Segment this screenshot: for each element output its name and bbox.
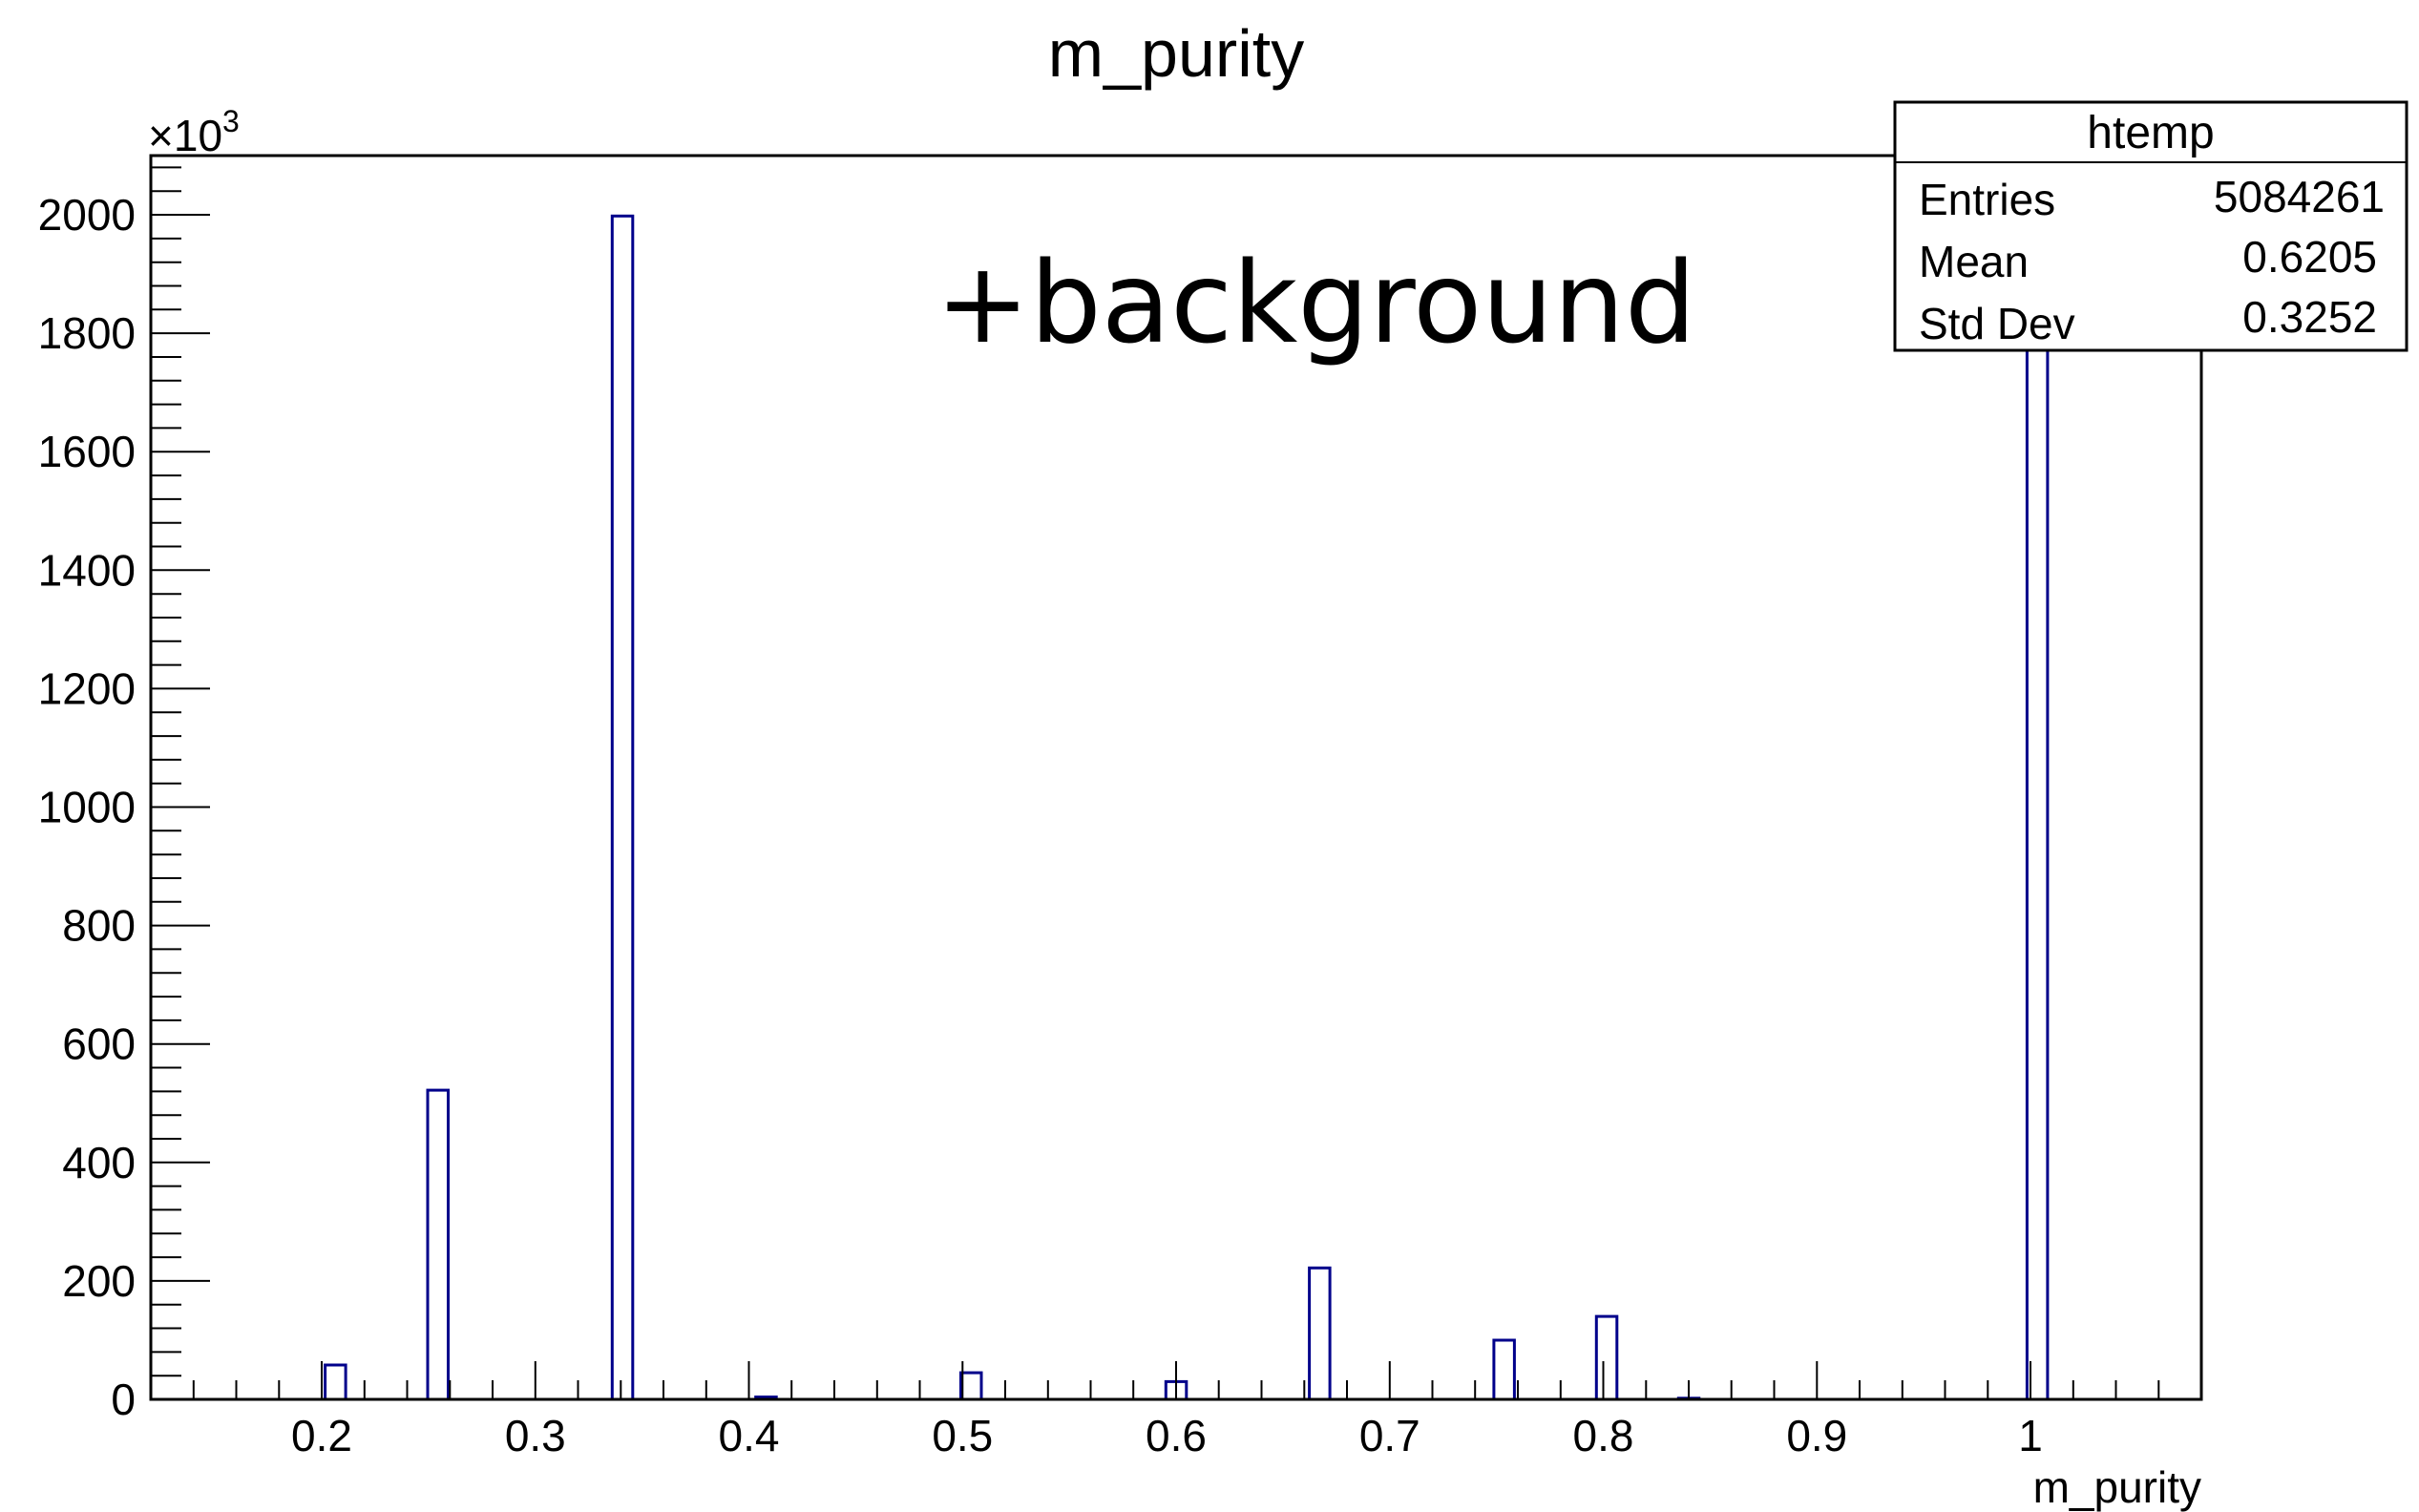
- stats-mean-value: 0.6205: [2242, 232, 2377, 282]
- x-tick-label: 0.3: [505, 1411, 566, 1460]
- chart-title: m_purity: [1048, 16, 1304, 91]
- y-axis-ticks: 0 200 400 600 800 1000 1200 1400 1600 1800 2000: [38, 166, 210, 1424]
- y-tick-label: 800: [62, 901, 136, 951]
- stats-entries-value: 5084261: [2214, 172, 2385, 221]
- y-axis-multiplier: ×103: [148, 104, 240, 160]
- y-tick-label: 2000: [38, 190, 136, 240]
- stats-box-title: htemp: [2087, 108, 2214, 158]
- stats-box-frame: [1893, 100, 2408, 352]
- y-tick-label: 400: [62, 1138, 136, 1187]
- stats-stddev-value: 0.3252: [2242, 292, 2377, 342]
- x-tick-label: 0.4: [719, 1411, 780, 1460]
- plot-frame: [149, 154, 2203, 1401]
- y-tick-label: 0: [111, 1375, 136, 1424]
- y-tick-label: 1600: [38, 427, 136, 476]
- y-tick-label: 200: [62, 1256, 136, 1306]
- x-tick-label: 1: [2018, 1411, 2043, 1460]
- x-axis-label: m_purity: [2033, 1462, 2201, 1512]
- background-annotation: +background: [936, 237, 1696, 368]
- x-tick-label: 0.8: [1573, 1411, 1634, 1460]
- y-tick-label: 1000: [38, 783, 136, 832]
- stats-box: htemp Entries 5084261 Mean 0.6205 Std De…: [1893, 100, 2408, 352]
- stats-entries-label: Entries: [1919, 175, 2055, 224]
- stats-mean-label: Mean: [1919, 237, 2029, 286]
- y-tick-label: 600: [62, 1019, 136, 1069]
- x-tick-label: 0.6: [1146, 1411, 1207, 1460]
- y-tick-label: 1800: [38, 308, 136, 358]
- x-axis-ticks: 0.2 0.3 0.4 0.5 0.6 0.7 0.8 0.9 1: [150, 1361, 2202, 1460]
- y-tick-label: 1200: [38, 663, 136, 713]
- x-tick-label: 0.2: [291, 1411, 352, 1460]
- x-tick-label: 0.9: [1786, 1411, 1847, 1460]
- x-tick-label: 0.7: [1359, 1411, 1420, 1460]
- y-tick-label: 1400: [38, 545, 136, 595]
- stats-stddev-label: Std Dev: [1919, 299, 2075, 348]
- x-tick-label: 0.5: [932, 1411, 993, 1460]
